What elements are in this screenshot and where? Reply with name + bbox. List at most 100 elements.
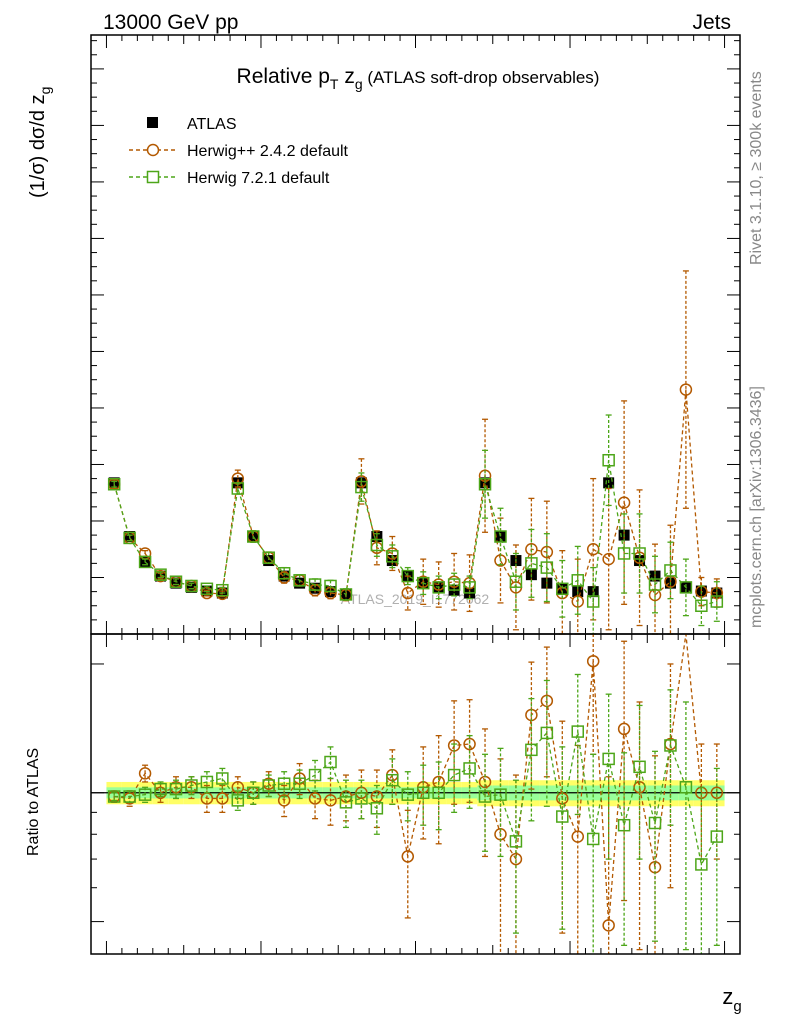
ratio-herwig-721-point	[355, 792, 368, 805]
herwig-pp-point	[679, 383, 693, 396]
herwig-721-point	[633, 547, 646, 560]
herwig-pp-point	[602, 552, 615, 566]
herwig-721-point	[463, 581, 476, 594]
legend-marker-herwig-pp	[146, 143, 160, 157]
herwig-721-point	[386, 550, 399, 563]
herwig-721-point	[308, 578, 322, 591]
herwig-721-point	[277, 567, 291, 580]
herwig-721-point	[416, 576, 430, 590]
herwig-721-point	[107, 478, 121, 491]
ratio-herwig-721-point	[247, 786, 260, 800]
ratio-herwig-pp-point	[586, 654, 600, 668]
ratio-herwig-pp-line	[114, 633, 717, 926]
herwig-721-point	[525, 557, 538, 570]
herwig-721-point	[586, 595, 600, 608]
ratio-herwig-721-point	[154, 782, 167, 796]
ratio-herwig-721-point	[123, 790, 136, 803]
energy-label: 13000 GeV pp	[103, 11, 238, 34]
ratio-herwig-721-point	[633, 760, 646, 774]
ratio-herwig-721-point	[494, 788, 507, 801]
ratio-herwig-721-point	[695, 858, 708, 871]
ratio-herwig-721-point	[664, 739, 677, 752]
herwig-721-point	[293, 574, 306, 587]
herwig-721-point	[478, 478, 492, 491]
rivet-version-label: Rivet 3.1.10, ≥ 300k events	[748, 71, 765, 265]
herwig-721-line	[113, 460, 717, 607]
ratio-axis-ticks	[90, 634, 741, 954]
ratio-herwig-721-point	[602, 752, 615, 766]
ratio-herwig-721-line	[114, 731, 718, 867]
herwig-721-point	[571, 574, 584, 587]
ratio-herwig-721-point	[185, 779, 198, 792]
herwig-721-point	[154, 568, 167, 581]
ratio-data-series	[107, 633, 724, 954]
ratio-herwig-721-point	[216, 772, 229, 785]
process-label: Jets	[692, 11, 731, 34]
ratio-herwig-721-point	[525, 743, 538, 757]
ratio-herwig-pp-point	[710, 786, 724, 800]
atlas-data-point	[263, 555, 275, 567]
ratio-herwig-pp-point	[617, 722, 631, 736]
legend-marker-herwig-721	[146, 170, 160, 184]
ratio-herwig-721-point	[586, 832, 600, 846]
atlas-data-point	[294, 577, 306, 589]
herwig-721-point	[138, 555, 152, 569]
ratio-herwig-721-point	[571, 725, 584, 738]
ratio-herwig-721-point	[308, 768, 322, 782]
legend-entry-herwig-pp: Herwig++ 2.4.2 default	[129, 143, 349, 160]
herwig-721-point	[494, 530, 507, 543]
ratio-herwig-pp-point	[138, 767, 152, 780]
ratio-herwig-721-point	[293, 777, 306, 790]
herwig-721-point	[617, 547, 631, 560]
atlas-data-point	[587, 586, 599, 598]
ratio-herwig-721-point	[262, 779, 275, 792]
herwig-721-point	[710, 595, 724, 608]
ratio-herwig-721-point	[447, 768, 461, 782]
herwig-721-point	[216, 583, 229, 597]
herwig-721-point	[432, 581, 445, 594]
ratio-herwig-721-point	[648, 816, 662, 830]
ratio-plot-frame	[90, 633, 741, 955]
atlas-data-point	[309, 582, 321, 594]
ratio-herwig-721-point	[200, 775, 214, 789]
herwig-pp-point	[586, 542, 600, 556]
legend-marker-atlas	[147, 117, 158, 128]
ratio-herwig-721-point	[556, 810, 569, 823]
ratio-herwig-721-point	[710, 830, 724, 843]
main-plot-panel: ATLAS_2019_I1772062 Relative pT zg (ATLA…	[27, 34, 741, 635]
herwig-721-point	[339, 588, 353, 601]
ratio-herwig-721-point	[231, 794, 245, 807]
ratio-herwig-721-point	[386, 773, 399, 787]
ratio-herwig-721-point	[463, 762, 476, 775]
herwig-721-point	[200, 582, 214, 596]
ratio-herwig-pp-point	[509, 852, 523, 866]
ratio-herwig-pp-point	[308, 792, 322, 805]
ratio-herwig-pp-point	[216, 792, 229, 805]
ratio-plot-panel: Ratio to ATLAS	[25, 633, 741, 955]
ratio-herwig-721-point	[370, 802, 384, 815]
herwig-721-point	[540, 561, 554, 574]
herwig-721-point	[679, 581, 693, 594]
herwig-721-point	[401, 569, 415, 583]
herwig-pp-point	[617, 496, 631, 509]
herwig-721-point	[509, 575, 523, 588]
ratio-herwig-pp-point	[324, 794, 337, 807]
legend-label-herwig-721: Herwig 7.2.1 default	[187, 170, 330, 187]
herwig-721-point	[262, 551, 275, 564]
herwig-721-point	[231, 482, 245, 495]
ratio-herwig-721-point	[679, 781, 693, 794]
legend-label-atlas: ATLAS	[187, 116, 237, 133]
herwig-721-point	[648, 578, 662, 591]
ratio-herwig-721-point	[478, 790, 492, 803]
herwig-721-point	[695, 599, 708, 612]
atlas-data-point	[170, 577, 182, 589]
ratio-herwig-721-point	[416, 786, 430, 800]
ratio-herwig-721-point	[107, 790, 121, 803]
herwig-721-point	[664, 564, 677, 577]
ratio-herwig-721-point	[617, 818, 631, 832]
ratio-herwig-pp-point	[277, 794, 291, 807]
ratio-herwig-721-point	[432, 786, 445, 800]
ratio-herwig-721-point	[169, 782, 183, 796]
herwig-721-point	[355, 480, 368, 494]
